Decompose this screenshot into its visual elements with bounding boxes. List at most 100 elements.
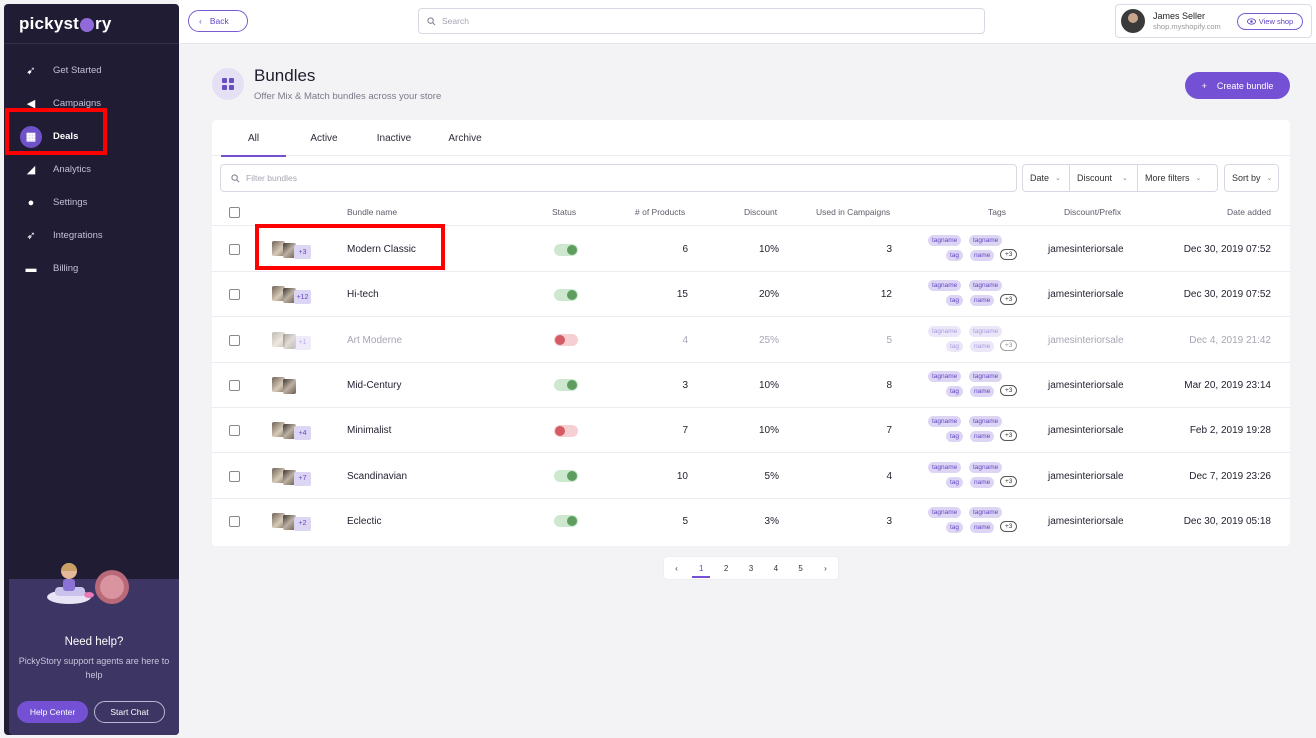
filter-bundles-input[interactable]: Filter bundles [220,164,1017,192]
status-toggle[interactable] [554,288,578,301]
status-toggle[interactable] [554,379,578,392]
sidebar-item-settings[interactable]: ● Settings [4,186,179,219]
more-products-badge: +4 [294,426,311,441]
page-1[interactable]: 1 [692,564,711,578]
row-checkbox[interactable] [229,515,240,527]
sidebar-item-billing[interactable]: ▬ Billing [4,252,179,285]
bundle-name[interactable]: Art Moderne [347,334,403,346]
page-3[interactable]: 3 [748,563,754,573]
table-row[interactable]: +3 Modern Classic 6 10% 3 tagname tagnam… [212,227,1290,272]
start-chat-button[interactable]: Start Chat [94,701,165,723]
col-products[interactable]: # of Products [635,207,686,217]
discount-value: 10% [758,425,779,437]
col-campaigns[interactable]: Used in Campaigns [816,207,891,217]
row-checkbox[interactable] [229,334,240,346]
table-row[interactable]: Mid-Century 3 10% 8 tagname tagname tag … [212,363,1290,408]
table-row[interactable]: +7 Scandinavian 10 5% 4 tagname tagname … [212,454,1290,499]
more-tags-badge[interactable]: +3 [1000,294,1018,306]
tag-badge: tag [946,250,964,261]
date-filter[interactable]: Date ⌄ [1022,164,1070,192]
user-shop: shop.myshopify.com [1153,22,1221,31]
tag-badge: tagname [969,325,1003,337]
user-name: James Seller [1153,11,1206,21]
sidebar-item-campaigns[interactable]: ◀ Campaigns [4,87,179,120]
row-checkbox[interactable] [229,244,240,255]
discount-filter[interactable]: Discount ⌄ [1069,164,1138,192]
next-page-button[interactable]: › [824,563,827,573]
campaign-count: 12 [880,289,892,301]
sidebar-nav: ➹ Get Started ◀ Campaigns ▦ Deals ◢ Analytics ● S… [4,54,179,285]
status-toggle[interactable] [554,424,578,437]
tab-archive[interactable]: Archive [448,132,482,144]
page-2[interactable]: 2 [723,563,729,573]
col-status[interactable]: Status [552,207,577,217]
help-center-button[interactable]: Help Center [17,701,88,723]
select-all-checkbox[interactable] [229,206,240,218]
bundle-name[interactable]: Eclectic [347,515,382,527]
discount-prefix: jamesinteriorsale [1048,244,1124,255]
help-title: Need help? [64,636,124,648]
status-toggle[interactable] [554,334,578,347]
tag-badge: name [970,295,995,307]
sort-by-dropdown[interactable]: Sort by ⌄ [1224,164,1279,192]
table-row[interactable]: +1 Art Moderne 4 25% 5 tagname tagname t… [212,318,1290,363]
product-count: 4 [682,334,688,346]
sidebar-item-deals[interactable]: ▦ Deals [4,120,179,153]
more-products-badge: +3 [294,245,311,259]
sidebar-item-get-started[interactable]: ➹ Get Started [4,54,179,87]
view-shop-button[interactable]: View shop [1237,13,1303,30]
tags-group: tagname tagname tag name +3 [926,506,1018,537]
status-toggle[interactable] [554,470,578,482]
prev-page-button[interactable]: ‹ [675,563,678,573]
table-row[interactable]: +4 Minimalist 7 10% 7 tagname tagname ta… [212,408,1290,454]
more-filters[interactable]: More filters ⌄ [1137,164,1218,192]
bundle-name[interactable]: Scandinavian [347,470,408,482]
more-tags-badge[interactable]: +3 [1000,475,1018,487]
status-toggle[interactable] [554,243,578,256]
view-shop-label: View shop [1258,17,1294,26]
more-tags-badge[interactable]: +3 [1000,249,1018,260]
more-tags-badge[interactable]: +3 [1000,339,1018,351]
sidebar-item-label: Analytics [53,164,92,175]
row-checkbox[interactable] [229,289,240,301]
product-image [272,512,285,528]
col-date-added[interactable]: Date added [1227,207,1271,217]
pickystory-logo[interactable]: pickyst ry [4,4,179,44]
tab-inactive[interactable]: Inactive [376,132,412,144]
tag-badge: name [970,385,995,397]
bundle-name[interactable]: Mid-Century [347,379,402,391]
filter-row: Filter bundles Date ⌄ Discount ⌄ More filt… [220,164,1284,192]
date-added: Mar 20, 2019 23:14 [1184,379,1271,391]
sidebar-item-integrations[interactable]: ➶ Integrations [4,219,179,252]
row-checkbox[interactable] [229,379,240,391]
more-tags-badge[interactable]: +3 [1000,430,1018,442]
status-toggle[interactable] [554,515,578,528]
bundle-name[interactable]: Modern Classic [347,244,416,255]
sidebar-item-analytics[interactable]: ◢ Analytics [4,153,179,186]
bundle-name[interactable]: Hi-tech [347,289,379,301]
chevron-down-icon: ⌄ [1122,175,1128,182]
col-discount[interactable]: Discount [744,207,778,217]
bundle-name[interactable]: Minimalist [347,425,392,437]
table-row[interactable]: +2 Eclectic 5 3% 3 tagname tagname tag n… [212,499,1290,544]
col-bundle-name[interactable]: Bundle name [347,207,398,217]
row-checkbox[interactable] [229,425,240,437]
more-tags-badge[interactable]: +3 [1000,520,1018,532]
campaign-count: 4 [886,470,892,482]
row-checkbox[interactable] [229,470,240,482]
more-tags-badge[interactable]: +3 [1000,384,1018,396]
search-input[interactable]: Search [418,8,985,34]
discount-value: 10% [758,244,779,255]
col-tags[interactable]: Tags [988,207,1006,217]
product-image [272,331,285,347]
create-bundle-button[interactable]: + Create bundle [1185,72,1290,99]
page-5[interactable]: 5 [798,563,803,573]
tab-active[interactable]: Active [310,132,338,144]
col-prefix[interactable]: Discount/Prefix [1064,207,1122,217]
tab-all[interactable]: All [221,120,286,157]
table-row[interactable]: +12 Hi-tech 15 20% 12 tagname tagname ta… [212,272,1290,318]
eye-icon [1246,18,1256,25]
back-button[interactable]: ‹ Back [188,10,248,32]
user-menu[interactable]: James Seller shop.myshopify.com View sho… [1115,4,1312,38]
page-4[interactable]: 4 [773,563,779,573]
